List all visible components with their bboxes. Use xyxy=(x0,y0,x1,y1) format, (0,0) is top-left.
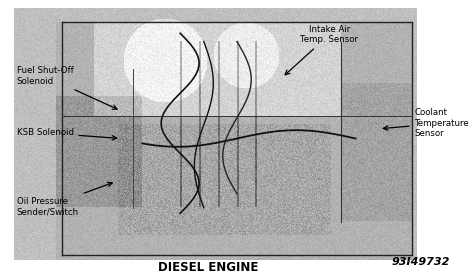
Text: KSB Solenoid: KSB Solenoid xyxy=(17,129,117,140)
Text: Intake Air
Temp. Sensor: Intake Air Temp. Sensor xyxy=(285,25,358,75)
Text: DIESEL ENGINE: DIESEL ENGINE xyxy=(158,261,259,274)
Text: Oil Pressure
Sender/Switch: Oil Pressure Sender/Switch xyxy=(17,182,112,216)
Text: Coolant
Temperature
Sensor: Coolant Temperature Sensor xyxy=(383,108,469,138)
Text: Fuel Shut-Off
Solenoid: Fuel Shut-Off Solenoid xyxy=(17,66,117,109)
Text: 93I49732: 93I49732 xyxy=(392,257,450,267)
